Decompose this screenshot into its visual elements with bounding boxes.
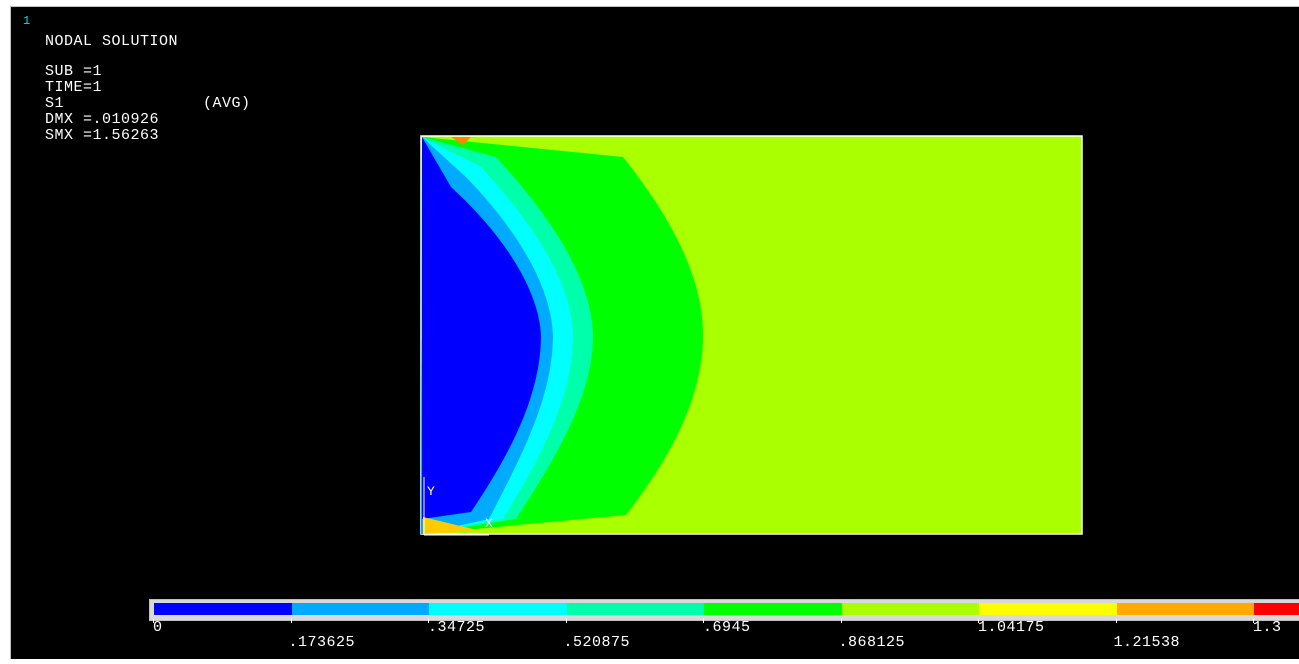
legend-band-5 <box>841 603 979 615</box>
window-number: 1 <box>23 14 31 28</box>
legend-value-top: 0 <box>153 619 163 636</box>
info-max-displacement: DMX =.010926 <box>45 111 160 128</box>
corner-hotspot-top <box>451 137 471 145</box>
contour-band-0 <box>422 137 541 519</box>
corner-hotspot-bottom <box>423 517 481 534</box>
legend-band-1 <box>291 603 429 615</box>
legend-band-3 <box>566 603 704 615</box>
legend-band-6 <box>979 603 1117 615</box>
legend-tick <box>1115 619 1117 623</box>
legend-value-bottom: 1.21538 <box>1113 634 1181 651</box>
legend-tick <box>703 619 704 623</box>
info-result-item: S1 <box>45 95 65 112</box>
legend-tick <box>290 619 292 623</box>
info-time: TIME=1 <box>45 79 103 96</box>
legend-value-top: 1.04175 <box>978 619 1045 636</box>
legend-band-8 <box>1254 603 1299 615</box>
legend-tick <box>153 619 154 623</box>
info-max-stress: SMX =1.56263 <box>45 127 160 144</box>
legend-value-bottom: .173625 <box>288 634 356 651</box>
legend-value-top: .6945 <box>703 619 751 636</box>
color-legend-bar <box>149 599 1299 621</box>
legend-value-top: .34725 <box>428 619 486 636</box>
legend-value-bottom: .868125 <box>838 634 906 651</box>
legend-value-top: 1.3 <box>1253 619 1282 636</box>
triad-y-label: Y <box>427 484 435 499</box>
legend-value-bottom: .520875 <box>563 634 631 651</box>
legend-tick <box>840 619 842 623</box>
triad-x-label: X <box>485 516 493 531</box>
legend-band-4 <box>704 603 842 615</box>
info-substep: SUB =1 <box>45 63 103 80</box>
legend-tick <box>1253 619 1254 623</box>
graphics-viewport[interactable]: 1 NODAL SOLUTION SUB =1 TIME=1 S1 (AVG) … <box>10 6 1299 659</box>
legend-tick <box>565 619 567 623</box>
legend-band-7 <box>1116 603 1254 615</box>
info-averaging: (AVG) <box>203 95 251 112</box>
plot-title: NODAL SOLUTION <box>45 33 179 50</box>
legend-band-0 <box>154 603 292 615</box>
contour-plot[interactable]: Y X <box>11 7 1299 659</box>
legend-tick <box>978 619 979 623</box>
legend-band-2 <box>429 603 567 615</box>
legend-tick <box>428 619 429 623</box>
